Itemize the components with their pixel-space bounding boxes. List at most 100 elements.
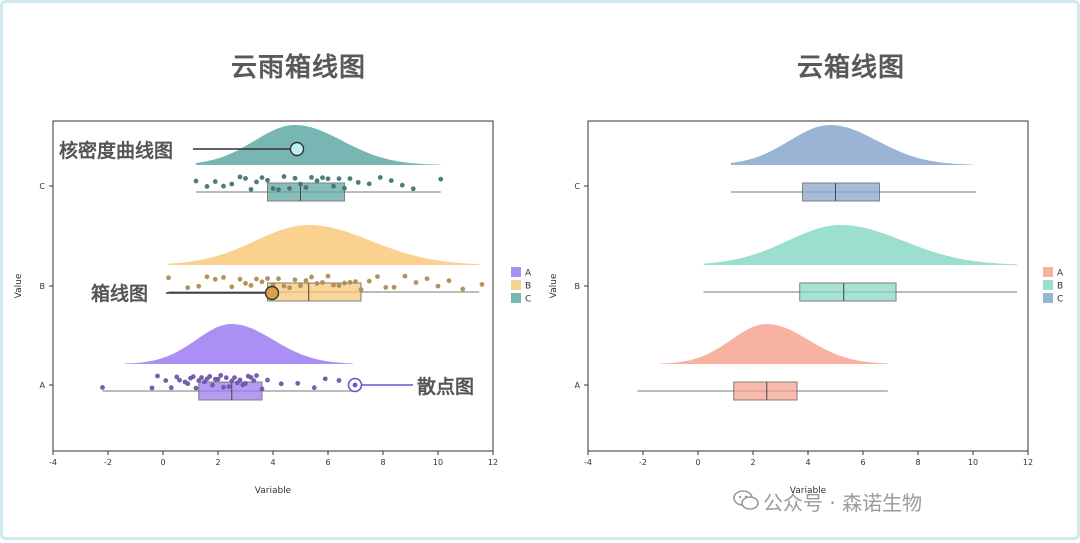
data-point-A	[100, 385, 105, 390]
legend-swatch-C	[511, 293, 521, 303]
density-cloud-A	[124, 324, 353, 364]
annotation-kde: 核密度曲线图	[59, 139, 173, 162]
data-point-B	[276, 276, 281, 282]
data-point-A	[248, 375, 254, 380]
x-tick-label: 2	[750, 458, 755, 467]
data-point-B	[309, 274, 314, 280]
data-point-A	[174, 374, 180, 380]
data-point-B	[265, 276, 270, 281]
data-point-B	[204, 274, 210, 280]
data-point-B	[413, 280, 419, 285]
data-point-A	[210, 382, 215, 388]
data-point-A	[218, 373, 224, 378]
data-point-A	[221, 384, 226, 390]
data-point-A	[163, 378, 169, 383]
data-point-B	[342, 280, 347, 286]
data-point-B	[196, 283, 202, 289]
data-point-B	[391, 284, 397, 290]
data-point-C	[303, 185, 309, 190]
x-tick-label: -4	[584, 458, 592, 467]
data-point-C	[355, 179, 361, 185]
data-point-B	[298, 283, 303, 289]
x-tick-label: 4	[270, 458, 275, 467]
data-point-C	[342, 185, 347, 191]
data-point-C	[193, 178, 199, 184]
data-point-C	[265, 177, 270, 183]
data-point-C	[270, 186, 276, 191]
data-point-B	[259, 279, 265, 285]
data-point-C	[248, 186, 254, 192]
data-point-C	[229, 181, 235, 187]
data-point-A	[322, 376, 328, 382]
density-cloud-A	[659, 324, 888, 364]
x-axis-label: Variable	[790, 486, 827, 496]
box-A	[198, 381, 263, 401]
data-point-A	[201, 379, 207, 385]
data-point-C	[331, 183, 336, 189]
data-point-A	[149, 385, 155, 391]
x-tick-label: 0	[695, 458, 700, 467]
data-point-A	[311, 385, 317, 391]
data-point-C	[366, 181, 372, 187]
legend-swatch-A	[1043, 267, 1053, 277]
data-point-B	[166, 275, 171, 281]
data-point-C	[254, 179, 259, 185]
y-tick-label: A	[575, 381, 581, 390]
data-point-B	[185, 285, 191, 291]
annotation-scatter-dot	[352, 382, 358, 388]
data-point-C	[287, 186, 292, 191]
legend-label-C: C	[525, 295, 531, 305]
watermark: 公众号 · 森诺生物	[763, 491, 923, 515]
data-point-B	[325, 273, 331, 279]
legend-label-B: B	[525, 282, 531, 292]
density-cloud-C	[196, 125, 441, 165]
x-tick-label: 6	[325, 458, 330, 467]
data-point-A	[229, 378, 235, 384]
x-tick-label: 6	[860, 458, 865, 467]
x-axis-label: Variable	[255, 486, 292, 496]
x-tick-label: -4	[49, 458, 57, 467]
data-point-B	[270, 282, 276, 287]
data-point-B	[331, 282, 336, 288]
data-point-B	[479, 282, 485, 287]
box-B	[799, 282, 897, 302]
data-point-A	[265, 377, 270, 383]
annotation-kde-marker	[289, 141, 305, 157]
x-tick-label: 0	[160, 458, 165, 467]
data-point-A	[278, 381, 284, 387]
data-point-A	[185, 381, 191, 387]
wechat-icon	[733, 490, 759, 510]
data-point-A	[226, 384, 232, 390]
data-point-C	[438, 176, 444, 182]
data-point-B	[212, 276, 218, 282]
data-point-C	[325, 176, 331, 182]
data-point-C	[237, 174, 243, 180]
legend-swatch-B	[511, 280, 521, 290]
data-point-A	[193, 385, 199, 391]
data-point-B	[229, 284, 235, 290]
x-tick-label: 10	[968, 458, 978, 467]
data-point-B	[435, 283, 441, 289]
y-axis-label: Value	[549, 273, 559, 298]
data-point-B	[320, 280, 325, 285]
annotation-scatter: 散点图	[417, 375, 474, 398]
data-point-B	[248, 283, 254, 288]
data-point-C	[309, 174, 314, 180]
left-panel-title: 云雨箱线图	[231, 53, 367, 83]
data-point-C	[320, 175, 325, 181]
box-A	[733, 381, 798, 401]
legend-label-A: A	[1057, 269, 1064, 279]
data-point-B	[424, 276, 430, 282]
data-point-B	[237, 276, 243, 282]
data-point-C	[388, 178, 394, 183]
x-tick-label: 4	[805, 458, 810, 467]
data-point-C	[259, 175, 265, 181]
data-point-C	[377, 175, 383, 180]
annotation-box-marker	[264, 285, 280, 301]
data-point-C	[276, 187, 281, 193]
data-point-A	[251, 378, 257, 384]
y-tick-label: B	[40, 282, 46, 291]
data-point-C	[399, 182, 405, 188]
x-tick-label: 8	[380, 458, 385, 467]
